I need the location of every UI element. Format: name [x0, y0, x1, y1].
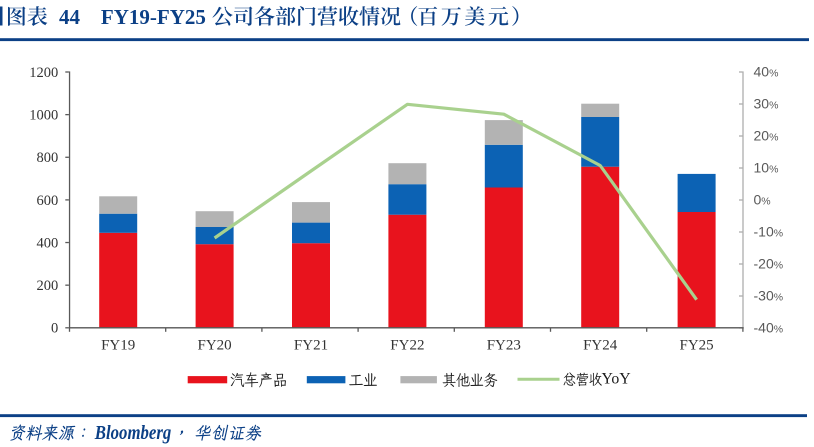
svg-text:200: 200 — [36, 278, 58, 294]
svg-text:FY24: FY24 — [583, 338, 618, 354]
svg-text:FY22: FY22 — [390, 338, 424, 354]
svg-text:FY25: FY25 — [680, 338, 714, 354]
svg-text:0: 0 — [51, 321, 58, 337]
svg-text:-20%: -20% — [754, 256, 784, 272]
svg-text:FY19: FY19 — [101, 338, 135, 354]
svg-text:FY19-FY25: FY19-FY25 — [101, 5, 206, 29]
svg-text:20%: 20% — [754, 128, 779, 144]
svg-text:1200: 1200 — [29, 65, 58, 81]
svg-text:400: 400 — [36, 235, 58, 251]
svg-text:FY21: FY21 — [294, 338, 328, 354]
svg-text:-40%: -40% — [754, 320, 784, 336]
svg-text:600: 600 — [36, 193, 58, 209]
svg-text:40%: 40% — [754, 64, 779, 80]
svg-text:Bloomberg: Bloomberg — [94, 422, 171, 445]
svg-text:FY20: FY20 — [198, 338, 232, 354]
svg-text:800: 800 — [36, 150, 58, 166]
svg-text:FY23: FY23 — [487, 338, 521, 354]
svg-text:30%: 30% — [754, 96, 779, 112]
svg-text:44: 44 — [59, 5, 81, 29]
svg-text:-30%: -30% — [754, 288, 784, 304]
svg-text:YoY: YoY — [602, 370, 631, 387]
svg-text:0%: 0% — [754, 192, 771, 208]
svg-text:1000: 1000 — [29, 107, 58, 123]
svg-text:10%: 10% — [754, 160, 779, 176]
svg-text:-10%: -10% — [754, 224, 784, 240]
